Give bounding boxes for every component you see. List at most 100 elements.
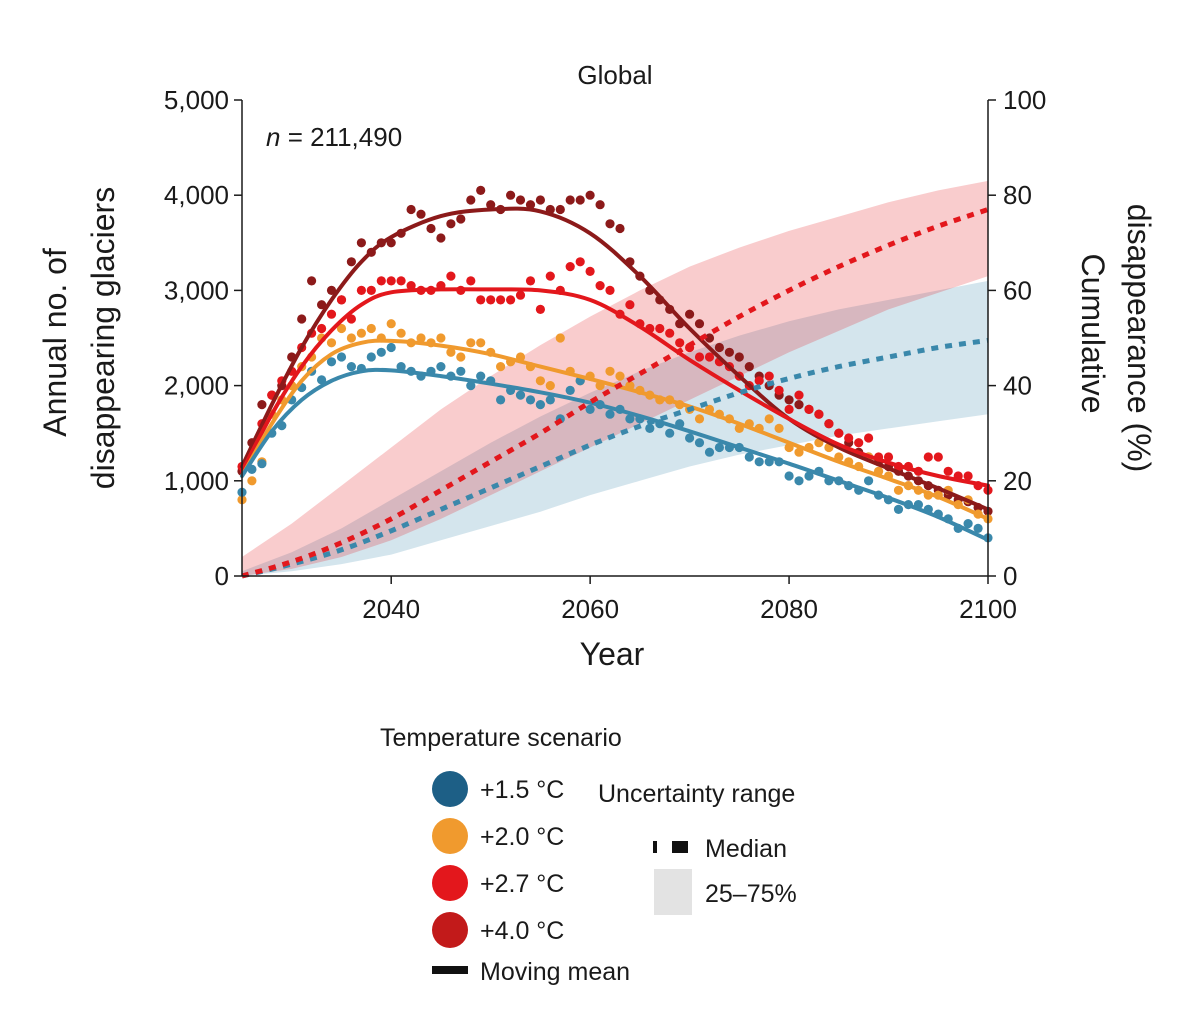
point-2-7-c <box>844 433 854 443</box>
point-2-7-c <box>943 466 953 476</box>
point-2-0-c <box>555 333 565 343</box>
point-1-5-c <box>317 375 327 385</box>
point-1-5-c <box>366 352 376 362</box>
point-4-0-c <box>426 223 436 234</box>
right-axis-label-line-2: disappearance (%) <box>1121 204 1157 473</box>
legend: Temperature scenario +1.5 °C +2.0 °C +2.7 … <box>380 724 797 986</box>
point-2-7-c <box>406 281 416 291</box>
point-2-0-c <box>893 485 904 495</box>
point-2-7-c <box>386 276 396 286</box>
point-2-7-c <box>535 304 546 314</box>
chart-title: Global <box>577 60 652 90</box>
point-1-5-c <box>754 457 764 467</box>
moving-mean-2-0-c <box>240 338 990 521</box>
point-1-5-c <box>496 395 506 405</box>
point-2-0-c <box>764 414 774 424</box>
point-2-0-c <box>396 328 406 338</box>
point-2-7-c <box>356 285 366 295</box>
point-2-0-c <box>326 338 337 348</box>
point-4-0-c <box>605 219 615 229</box>
y-left-tick-label: 4,000 <box>164 180 229 210</box>
point-2-0-c <box>436 333 446 343</box>
point-2-0-c <box>605 366 615 376</box>
point-1-5-c <box>565 385 575 395</box>
y-right-tick-label: 100 <box>1003 85 1046 115</box>
point-1-5-c <box>625 414 635 424</box>
point-2-7-c <box>834 428 844 438</box>
point-4-0-c <box>555 204 565 215</box>
point-1-5-c <box>605 409 615 419</box>
x-tick-label: 2100 <box>959 594 1017 624</box>
median-2-7-c <box>241 207 989 579</box>
y-left-tick-label: 2,000 <box>164 371 229 401</box>
y-left-tick-label: 5,000 <box>164 85 229 115</box>
point-1-5-c <box>346 362 356 372</box>
point-4-0-c <box>506 190 516 200</box>
legend-median-dash-large <box>672 841 688 853</box>
point-2-7-c <box>824 419 834 429</box>
point-2-7-c <box>336 295 347 305</box>
point-1-5-c <box>694 438 705 448</box>
y-left-tick-label: 0 <box>215 561 229 591</box>
legend-scenario-title: Temperature scenario <box>380 724 622 752</box>
legend-swatch-1-5-c <box>432 771 468 807</box>
point-2-7-c <box>804 404 814 414</box>
point-2-7-c <box>883 452 894 462</box>
point-2-0-c <box>496 362 506 372</box>
point-2-0-c <box>366 323 376 334</box>
point-2-0-c <box>416 333 426 343</box>
point-2-0-c <box>615 371 625 381</box>
sample-size-symbol: n <box>266 122 280 152</box>
point-2-7-c <box>704 352 715 362</box>
legend-uncertainty-title: Uncertainty range <box>598 780 795 808</box>
right-axis-label-line-1: Cumulative <box>1075 254 1111 414</box>
point-4-0-c <box>257 400 267 410</box>
x-axis-label: Year <box>580 636 645 672</box>
median-1-5-c <box>241 337 989 579</box>
x-tick-label: 2080 <box>760 594 818 624</box>
point-2-7-c <box>446 271 456 281</box>
point-2-7-c <box>595 281 605 291</box>
point-2-7-c <box>784 404 794 414</box>
x-tick-label: 2040 <box>362 594 420 624</box>
point-1-5-c <box>336 352 347 362</box>
point-4-0-c <box>704 333 715 343</box>
legend-swatch-4-0-c <box>432 912 468 948</box>
point-2-7-c <box>515 290 526 300</box>
point-1-5-c <box>257 459 267 469</box>
point-2-7-c <box>486 295 496 305</box>
ticks: 2040 2060 2080 210001,0002,0003,0004,0005,0… <box>164 85 1046 624</box>
point-2-0-c <box>774 423 784 433</box>
point-1-5-c <box>704 447 715 457</box>
point-4-0-c <box>307 276 317 286</box>
point-2-7-c <box>794 390 804 400</box>
point-4-0-c <box>446 219 456 229</box>
point-2-7-c <box>476 295 486 305</box>
point-2-7-c <box>506 295 516 305</box>
point-4-0-c <box>714 342 725 353</box>
y-right-tick-label: 80 <box>1003 180 1032 210</box>
legend-label-4-0-c: +4.0 °C <box>480 917 564 945</box>
point-2-0-c <box>535 376 546 386</box>
legend-band-swatch <box>654 869 692 915</box>
point-1-5-c <box>376 347 386 357</box>
point-4-0-c <box>685 309 695 319</box>
point-4-0-c <box>784 395 794 405</box>
point-2-7-c <box>754 376 764 386</box>
y-left-tick-label: 1,000 <box>164 466 229 496</box>
point-2-7-c <box>317 323 327 334</box>
point-2-7-c <box>376 276 386 286</box>
point-1-5-c <box>685 433 695 443</box>
point-2-7-c <box>496 295 506 305</box>
point-4-0-c <box>515 195 526 205</box>
point-2-7-c <box>655 323 665 334</box>
point-1-5-c <box>794 476 804 486</box>
legend-median-label: Median <box>705 835 787 863</box>
point-2-7-c <box>814 409 824 419</box>
point-4-0-c <box>317 300 327 310</box>
point-2-7-c <box>625 300 635 310</box>
point-2-7-c <box>774 385 784 395</box>
point-1-5-c <box>386 342 396 353</box>
left-axis-label: Annual no. of disappearing glaciers <box>37 187 121 489</box>
legend-moving-mean-label: Moving mean <box>480 958 630 986</box>
